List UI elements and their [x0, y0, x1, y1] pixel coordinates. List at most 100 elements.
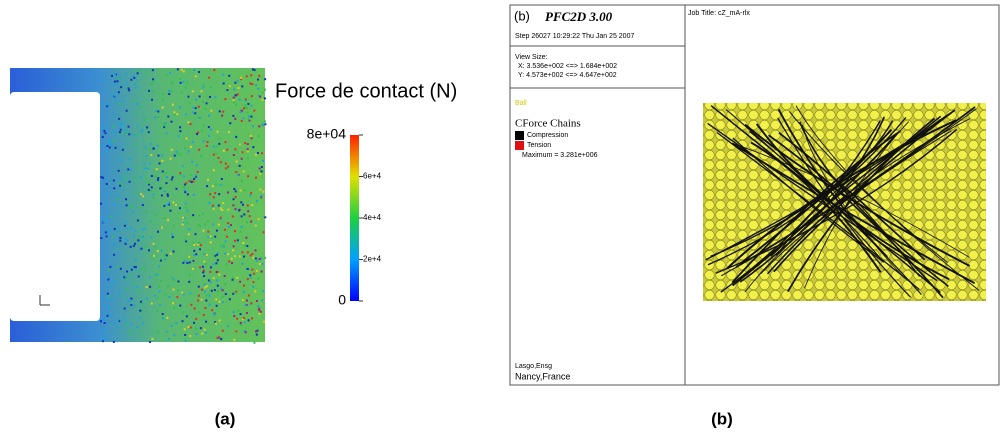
speckle	[255, 269, 258, 272]
chain	[795, 105, 980, 291]
speckle	[119, 267, 122, 270]
speckle	[244, 99, 247, 102]
speckle	[216, 259, 219, 262]
speckle	[198, 71, 201, 74]
simulation-image	[10, 68, 267, 344]
speckle	[200, 155, 203, 158]
speckle	[252, 281, 255, 284]
speckle	[240, 215, 243, 218]
speckle	[242, 317, 245, 320]
speckle	[240, 157, 243, 160]
speckle	[125, 321, 128, 324]
speckle	[249, 274, 252, 277]
speckle	[176, 113, 179, 116]
speckle	[170, 90, 173, 93]
speckle	[249, 134, 252, 137]
speckle	[229, 85, 232, 88]
speckle	[173, 113, 176, 116]
maximum: Maximum = 3.281e+006	[522, 152, 598, 159]
caption: (a)	[215, 409, 236, 428]
speckle	[177, 289, 180, 292]
colorbar-label: 8e+04	[307, 126, 347, 142]
speckle	[202, 124, 205, 127]
speckle	[195, 317, 198, 320]
speckle	[204, 331, 207, 334]
chain	[776, 135, 920, 256]
speckle	[246, 278, 249, 281]
speckle	[258, 125, 261, 128]
speckle	[139, 331, 142, 334]
speckle	[210, 289, 213, 292]
speckle	[160, 249, 163, 252]
speckle	[243, 189, 246, 192]
speckle	[113, 282, 116, 285]
speckle	[149, 190, 152, 193]
speckle	[136, 219, 139, 222]
speckle	[209, 270, 212, 273]
speckle	[260, 270, 263, 273]
speckle	[179, 304, 182, 307]
speckle	[162, 93, 165, 96]
speckle	[224, 141, 227, 144]
speckle	[192, 259, 195, 262]
speckle	[208, 303, 211, 306]
speckle	[183, 328, 186, 331]
speckle	[239, 280, 242, 283]
speckle	[132, 143, 135, 146]
speckle	[126, 299, 129, 302]
speckle	[245, 236, 248, 239]
speckle	[216, 270, 219, 273]
speckle	[264, 78, 267, 81]
speckle	[253, 272, 256, 275]
speckle	[184, 259, 187, 262]
speckle	[251, 317, 254, 320]
speckle	[101, 136, 104, 139]
speckle	[169, 209, 172, 212]
speckle	[112, 179, 115, 182]
speckle	[147, 131, 150, 134]
speckle	[158, 265, 161, 268]
speckle	[254, 224, 257, 227]
speckle	[221, 329, 224, 332]
speckle	[248, 215, 251, 218]
program: PFC2D 3.00	[545, 9, 613, 24]
speckle	[257, 304, 260, 307]
speckle	[197, 131, 200, 134]
speckle	[181, 320, 184, 323]
speckle	[236, 317, 239, 320]
speckle	[157, 285, 160, 288]
speckle	[261, 152, 264, 155]
speckle	[259, 172, 262, 175]
speckle	[199, 266, 202, 269]
speckle	[258, 167, 261, 170]
speckle	[212, 169, 215, 172]
speckle	[254, 290, 257, 293]
speckle	[207, 279, 210, 282]
speckle	[136, 285, 139, 288]
speckle	[234, 190, 237, 193]
speckle	[193, 243, 196, 246]
speckle	[149, 142, 152, 145]
speckle	[100, 237, 103, 240]
speckle	[222, 245, 225, 248]
speckle	[156, 273, 159, 276]
speckle	[186, 221, 189, 224]
speckle	[154, 109, 157, 112]
speckle	[142, 195, 145, 198]
speckle	[262, 190, 265, 193]
speckle	[240, 324, 243, 327]
speckle	[178, 207, 181, 210]
speckle	[208, 202, 211, 205]
speckle	[130, 268, 133, 271]
legend-swatch	[515, 141, 524, 150]
speckle	[189, 174, 192, 177]
speckle	[171, 236, 174, 239]
speckle	[222, 202, 225, 205]
speckle	[236, 79, 239, 82]
speckle	[156, 331, 159, 334]
speckle	[213, 69, 216, 72]
speckle	[118, 102, 121, 105]
speckle	[246, 107, 249, 110]
speckle	[185, 240, 188, 243]
speckle	[107, 143, 110, 146]
